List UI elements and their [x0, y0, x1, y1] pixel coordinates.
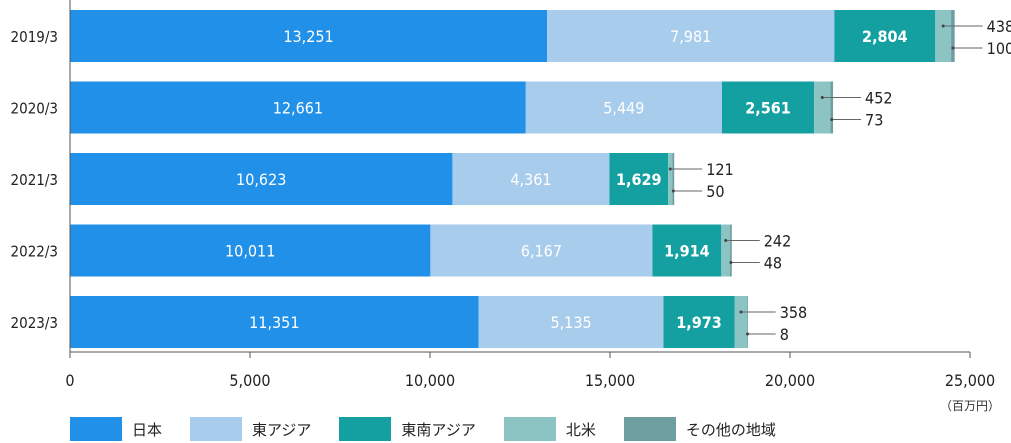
- bar-2023-3-series-0: [70, 296, 479, 348]
- leader-dot-2022-3-series-3: [724, 239, 728, 242]
- bar-2019-3-series-0: [70, 10, 548, 62]
- unit-label: （百万円）: [940, 399, 1001, 413]
- bar-2023-3-series-4: [747, 296, 749, 348]
- data-label-2023-3-series-2: 1,973: [676, 313, 722, 332]
- bar-2019-3-series-2: [834, 10, 936, 62]
- legend-label-east-asia: 東アジア: [252, 420, 312, 439]
- bar-2022-3-series-0: [70, 224, 431, 277]
- bar-2021-3-series-2: [609, 153, 669, 205]
- bar-2019-3-series-3: [935, 10, 952, 62]
- data-label-2021-3-series-2: 1,629: [616, 170, 662, 189]
- bar-2022-3-series-4: [730, 224, 732, 277]
- bar-2022-3-series-2: [652, 224, 722, 277]
- leader-dot-2021-3-series-3: [668, 167, 672, 171]
- leader-dot-2020-3-series-3: [820, 96, 824, 99]
- bar-2023-3-series-1: [478, 296, 664, 348]
- data-label-2020-3-series-2: 2,561: [745, 99, 791, 118]
- legend-item-japan: 日本: [70, 417, 162, 441]
- data-label-2022-3-series-2: 1,914: [664, 242, 710, 261]
- leader-dot-2019-3-series-3: [941, 24, 945, 28]
- bar-2020-3-series-0: [70, 81, 526, 134]
- bar-2019-3-series-4: [951, 10, 955, 62]
- leader-dot-2023-3-series-4: [746, 332, 750, 336]
- x-tick-label-2: 10,000: [405, 371, 455, 390]
- bar-2021-3-series-0: [70, 153, 453, 205]
- category-label-2020-3: 2020/3: [11, 100, 58, 118]
- data-label-2023-3-series-3: 358: [780, 303, 807, 322]
- legend-label-southeast-asia: 東南アジア: [401, 420, 476, 439]
- bar-2021-3-series-1: [452, 153, 610, 205]
- data-label-2022-3-series-0: 10,011: [225, 242, 275, 261]
- bar-2023-3-series-3: [734, 296, 748, 348]
- legend-swatch-southeast-asia: [339, 417, 392, 441]
- x-tick-label-5: 25,000: [945, 371, 995, 390]
- leader-dot-2021-3-series-4: [671, 189, 675, 193]
- legend-label-other-regions: その他の地域: [685, 420, 776, 439]
- bar-2022-3-series-3: [721, 224, 731, 277]
- data-label-2023-3-series-4: 8: [780, 325, 789, 344]
- legend-item-other-regions: その他の地域: [623, 417, 776, 441]
- leader-dot-2022-3-series-4: [729, 261, 733, 264]
- legend-item-north-america: 北米: [503, 417, 596, 441]
- category-label-2022-3: 2022/3: [11, 243, 58, 261]
- data-label-2021-3-series-3: 121: [706, 160, 733, 179]
- data-label-2020-3-series-4: 73: [865, 111, 883, 130]
- bar-2020-3-series-2: [721, 81, 815, 134]
- x-tick-label-3: 15,000: [585, 371, 635, 390]
- x-tick-label-4: 20,000: [765, 371, 815, 390]
- leader-dot-2019-3-series-4: [951, 46, 955, 50]
- data-label-2023-3-series-0: 11,351: [249, 313, 299, 332]
- data-label-2022-3-series-1: 6,167: [521, 242, 562, 261]
- category-label-2019-3: 2019/3: [11, 28, 58, 46]
- leader-dot-2020-3-series-4: [830, 118, 834, 121]
- data-label-2019-3-series-1: 7,981: [670, 27, 711, 46]
- legend-swatch-north-america: [503, 417, 556, 441]
- bar-2020-3-series-3: [814, 81, 831, 134]
- leader-dot-2023-3-series-3: [739, 310, 743, 314]
- legend-swatch-other-regions: [623, 417, 676, 441]
- data-label-2019-3-series-4: 100: [987, 39, 1011, 58]
- legend-swatch-east-asia: [190, 417, 243, 441]
- legend-label-north-america: 北米: [565, 420, 596, 439]
- data-label-2020-3-series-3: 452: [865, 89, 892, 108]
- legend-item-east-asia: 東アジア: [190, 417, 311, 441]
- bar-2020-3-series-1: [525, 81, 722, 134]
- data-label-2019-3-series-3: 438: [987, 17, 1011, 36]
- legend-label-japan: 日本: [132, 420, 163, 439]
- data-label-2019-3-series-0: 13,251: [283, 27, 333, 46]
- legend: 日本 東アジア 東南アジア 北米 その他の地域: [70, 417, 804, 441]
- data-label-2020-3-series-0: 12,661: [273, 99, 323, 118]
- category-label-2021-3: 2021/3: [11, 171, 58, 189]
- data-label-2022-3-series-4: 48: [764, 254, 782, 273]
- bar-2019-3-series-1: [547, 10, 835, 62]
- data-label-2021-3-series-0: 10,623: [236, 170, 286, 189]
- legend-item-southeast-asia: 東南アジア: [339, 417, 476, 441]
- data-label-2021-3-series-4: 50: [706, 182, 724, 201]
- data-label-2020-3-series-1: 5,449: [603, 99, 644, 118]
- bar-2023-3-series-2: [663, 296, 735, 348]
- x-tick-label-0: 0: [65, 371, 74, 390]
- legend-swatch-japan: [70, 417, 122, 441]
- x-tick-label-1: 5,000: [229, 371, 270, 390]
- data-label-2021-3-series-1: 4,361: [510, 170, 551, 189]
- bar-2021-3-series-4: [672, 153, 675, 205]
- category-label-2023-3: 2023/3: [11, 314, 58, 332]
- bar-2021-3-series-3: [668, 153, 673, 205]
- data-label-2023-3-series-1: 5,135: [550, 313, 591, 332]
- data-label-2022-3-series-3: 242: [764, 232, 791, 251]
- bar-2020-3-series-4: [830, 81, 834, 134]
- data-label-2019-3-series-2: 2,804: [862, 27, 908, 46]
- bar-2022-3-series-1: [430, 224, 653, 277]
